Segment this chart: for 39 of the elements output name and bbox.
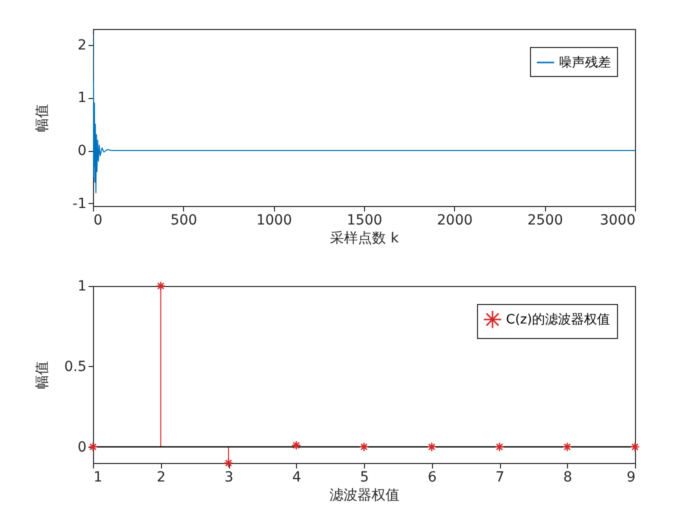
y-tick-label: 2 bbox=[78, 37, 86, 54]
x-tick-label: 7 bbox=[496, 470, 504, 486]
x-tick-label: 3 bbox=[224, 470, 234, 486]
y-axis-title: 幅值 bbox=[34, 361, 50, 389]
y-tick-label: -1 bbox=[72, 196, 86, 212]
legend-label: C(z)的滤波器权值 bbox=[506, 312, 610, 328]
x-axis-title: 滤波器权值 bbox=[330, 488, 400, 504]
x-tick-label: 0 bbox=[94, 212, 102, 228]
point bbox=[156, 281, 166, 291]
point bbox=[88, 442, 98, 452]
point bbox=[562, 442, 572, 452]
y-tick-label: 0 bbox=[78, 143, 86, 160]
y-tick-label: 1 bbox=[78, 90, 86, 106]
y-tick-label: 0 bbox=[78, 439, 86, 456]
point bbox=[224, 458, 234, 468]
x-axis-title: 采样点数 k bbox=[330, 230, 400, 246]
legend-label: 噪声残差 bbox=[559, 56, 611, 70]
x-tick-label: 2500 bbox=[527, 212, 563, 228]
point bbox=[630, 442, 640, 452]
y-tick-label: 0.5 bbox=[64, 358, 86, 375]
x-tick-label: 6 bbox=[428, 470, 437, 486]
x-tick-label: 5 bbox=[360, 470, 369, 486]
y-tick-label: 1 bbox=[78, 278, 86, 294]
x-tick-label: 9 bbox=[626, 470, 636, 486]
x-tick-label: 2 bbox=[156, 470, 166, 486]
line-series bbox=[93, 34, 635, 194]
x-tick-label: 1000 bbox=[256, 212, 292, 228]
x-tick-label: 8 bbox=[563, 470, 572, 486]
x-tick-label: 1500 bbox=[346, 212, 382, 228]
x-tick-label: 4 bbox=[292, 470, 302, 486]
x-tick-label: 500 bbox=[170, 212, 198, 228]
point bbox=[426, 442, 437, 452]
x-tick-label: 2000 bbox=[437, 212, 473, 228]
point bbox=[494, 442, 504, 452]
x-tick-label: 1 bbox=[94, 470, 102, 486]
y-axis-title: 幅值 bbox=[34, 104, 50, 132]
point bbox=[359, 442, 369, 452]
point bbox=[291, 440, 302, 450]
x-tick-label: 3000 bbox=[600, 212, 636, 228]
